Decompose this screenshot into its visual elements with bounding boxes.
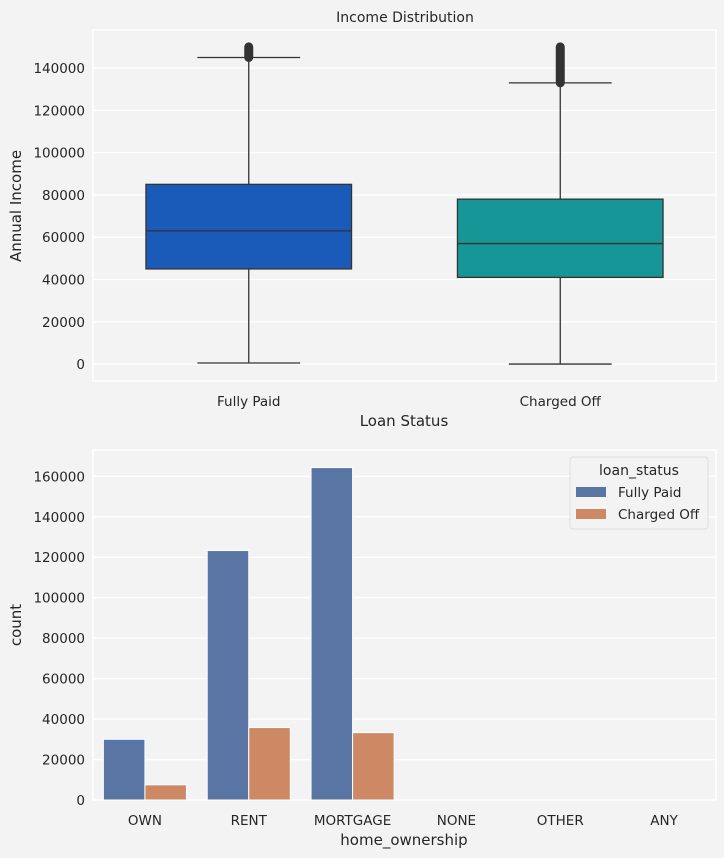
box-chart: 0 20000 40000 60000 80000 100000 120000 140000 F… [33, 29, 717, 410]
box [145, 183, 353, 270]
legend-label: Fully Paid [618, 485, 682, 501]
y-tick-label: 20000 [42, 315, 85, 331]
y-tick-label: 0 [76, 793, 85, 809]
y-tick-label: 40000 [42, 712, 85, 728]
x-tick-label: ANY [650, 813, 678, 829]
y-tick-label: 100000 [33, 591, 85, 607]
bar-chart: 0 20000 40000 60000 80000 100000 120000 140000 1… [33, 449, 717, 829]
y-tick-label: 120000 [33, 103, 85, 119]
y-tick-label: 80000 [42, 631, 85, 647]
y-tick-label: 60000 [42, 672, 85, 688]
bar-charged-off [144, 784, 187, 801]
y-tick-label: 20000 [42, 753, 85, 769]
y-tick-label: 0 [76, 357, 85, 373]
y-tick-label: 160000 [33, 469, 85, 485]
y-tick-label: 140000 [33, 61, 85, 77]
legend-swatch [576, 487, 606, 497]
legend-swatch [576, 509, 606, 519]
legend: loan_status Fully Paid Charged Off [569, 456, 709, 530]
bar-fully-paid [310, 467, 354, 801]
box [456, 198, 664, 279]
x-tick-label: Charged Off [520, 394, 602, 410]
bar-chart-xlabel: home_ownership [340, 831, 467, 850]
x-tick-label: NONE [437, 813, 476, 829]
box-chart-title: Income Distribution [336, 10, 474, 26]
bar-fully-paid [206, 550, 250, 801]
x-tick-label: OTHER [537, 813, 584, 829]
box-chart-ylabel: Annual Income [7, 150, 25, 262]
x-tick-label: RENT [231, 813, 268, 829]
bar-charged-off [352, 732, 395, 801]
legend-label: Charged Off [618, 507, 700, 523]
x-tick-label: OWN [128, 813, 162, 829]
y-tick-label: 120000 [33, 550, 85, 566]
y-tick-label: 80000 [42, 188, 85, 204]
y-tick-label: 140000 [33, 510, 85, 526]
legend-title: loan_status [599, 463, 679, 479]
box-chart-xlabel: Loan Status [360, 412, 449, 430]
x-tick-label: MORTGAGE [314, 813, 391, 829]
x-tick-label: Fully Paid [217, 394, 281, 410]
bar-fully-paid [102, 738, 146, 801]
y-tick-label: 100000 [33, 146, 85, 162]
y-tick-label: 40000 [42, 273, 85, 289]
y-tick-label: 60000 [42, 230, 85, 246]
bar-chart-ylabel: count [7, 604, 25, 646]
bar-charged-off [248, 727, 291, 801]
